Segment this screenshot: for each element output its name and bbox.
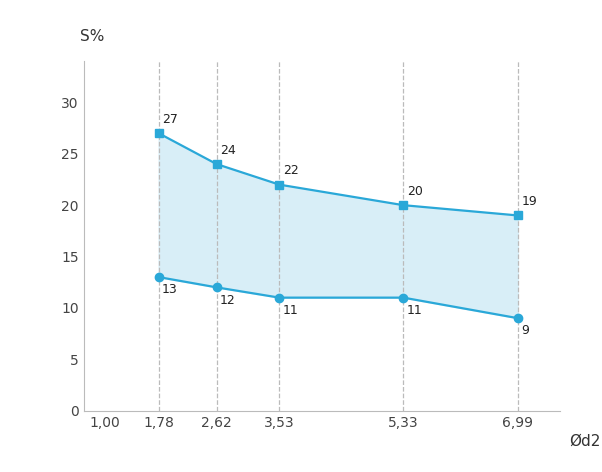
Text: 12: 12	[220, 294, 236, 306]
Text: 11: 11	[283, 304, 299, 317]
Text: 9: 9	[521, 324, 529, 337]
Text: 20: 20	[407, 185, 423, 198]
Text: 19: 19	[521, 195, 537, 208]
Text: 11: 11	[407, 304, 423, 317]
Text: Ød2: Ød2	[569, 433, 601, 448]
Text: S%: S%	[79, 29, 104, 44]
Text: 27: 27	[162, 113, 178, 126]
Text: 22: 22	[283, 164, 299, 177]
Text: 24: 24	[220, 144, 236, 157]
Text: 13: 13	[162, 283, 178, 296]
